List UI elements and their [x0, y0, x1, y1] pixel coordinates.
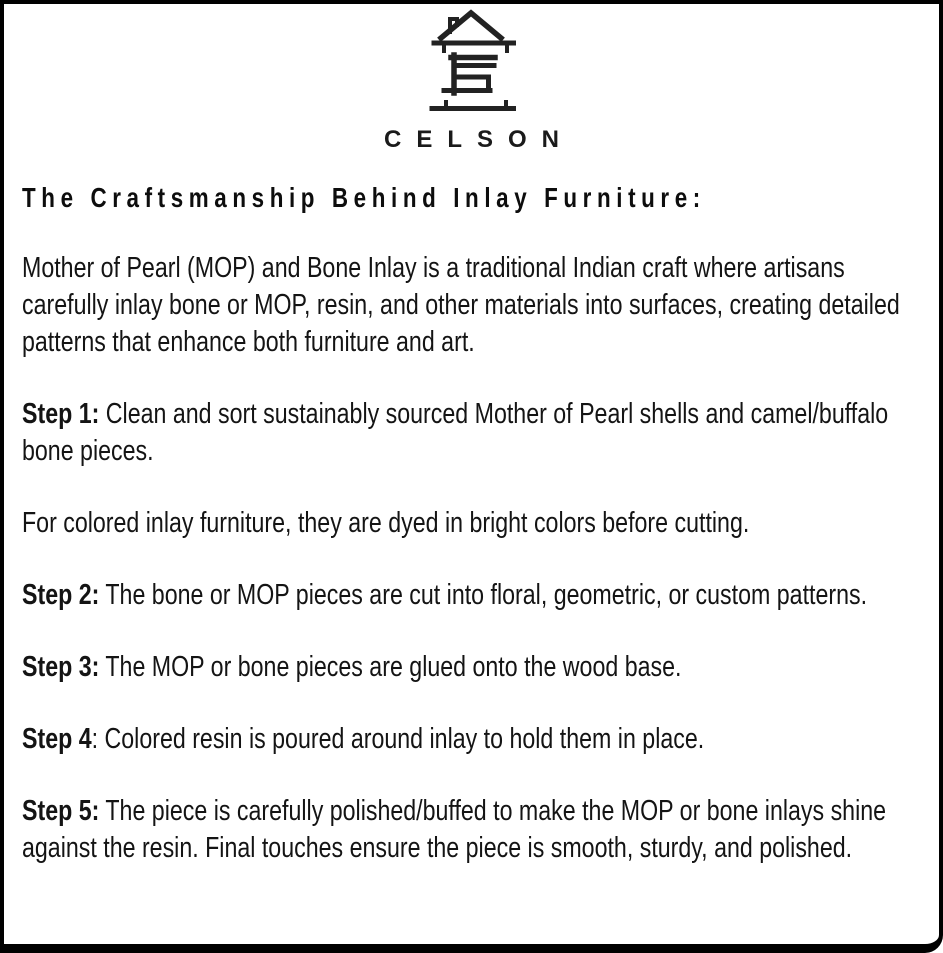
- text-run: The bone or MOP pieces are cut into flor…: [99, 579, 868, 611]
- text-run: The piece is carefully polished/buffed t…: [22, 795, 887, 864]
- brand-name: CELSON: [383, 126, 574, 153]
- text-run: Clean and sort sustainably sourced Mothe…: [22, 398, 889, 467]
- text-run: : Colored resin is poured around inlay t…: [91, 723, 705, 755]
- step-label: Step 4: [22, 723, 92, 755]
- text-run: For colored inlay furniture, they are dy…: [22, 507, 750, 539]
- paragraph: Step 1: Clean and sort sustainably sourc…: [22, 396, 921, 470]
- paragraph-list: Mother of Pearl (MOP) and Bone Inlay is …: [22, 250, 921, 867]
- house-logo-icon: [429, 9, 516, 111]
- step-label: Step 1:: [22, 398, 100, 430]
- text-run: Mother of Pearl (MOP) and Bone Inlay is …: [22, 252, 900, 358]
- step-label: Step 3:: [22, 651, 100, 683]
- paragraph: Mother of Pearl (MOP) and Bone Inlay is …: [22, 250, 921, 361]
- step-label: Step 2:: [22, 579, 100, 611]
- logo: [4, 4, 939, 112]
- paragraph: Step 5: The piece is carefully polished/…: [22, 793, 921, 867]
- paragraph: Step 3: The MOP or bone pieces are glued…: [22, 649, 921, 686]
- paragraph: For colored inlay furniture, they are dy…: [22, 505, 921, 542]
- text-run: The MOP or bone pieces are glued onto th…: [99, 651, 682, 683]
- paragraph: Step 4: Colored resin is poured around i…: [22, 721, 921, 758]
- step-label: Step 5:: [22, 795, 100, 827]
- document-heading: The Craftsmanship Behind Inlay Furniture…: [22, 182, 706, 213]
- document-body: The Craftsmanship Behind Inlay Furniture…: [4, 181, 939, 867]
- paragraph: Step 2: The bone or MOP pieces are cut i…: [22, 577, 921, 614]
